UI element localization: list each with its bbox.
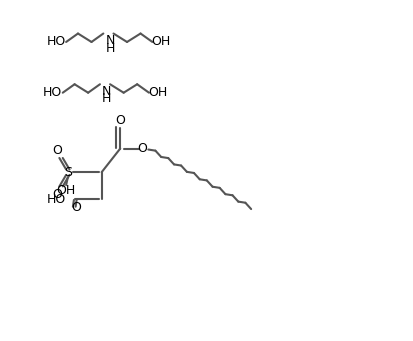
Text: O: O bbox=[53, 188, 63, 201]
Text: H: H bbox=[105, 42, 115, 55]
Text: H: H bbox=[102, 92, 112, 105]
Text: OH: OH bbox=[151, 35, 171, 48]
Text: S: S bbox=[64, 166, 72, 179]
Text: OH: OH bbox=[57, 184, 76, 197]
Text: HO: HO bbox=[43, 86, 62, 99]
Text: O: O bbox=[71, 201, 81, 214]
Text: HO: HO bbox=[46, 35, 66, 48]
Text: O: O bbox=[53, 144, 63, 157]
Text: N: N bbox=[105, 34, 115, 47]
Text: O: O bbox=[115, 114, 125, 127]
Text: N: N bbox=[102, 85, 112, 98]
Text: HO: HO bbox=[47, 193, 66, 206]
Text: OH: OH bbox=[148, 86, 167, 99]
Text: O: O bbox=[137, 142, 147, 155]
